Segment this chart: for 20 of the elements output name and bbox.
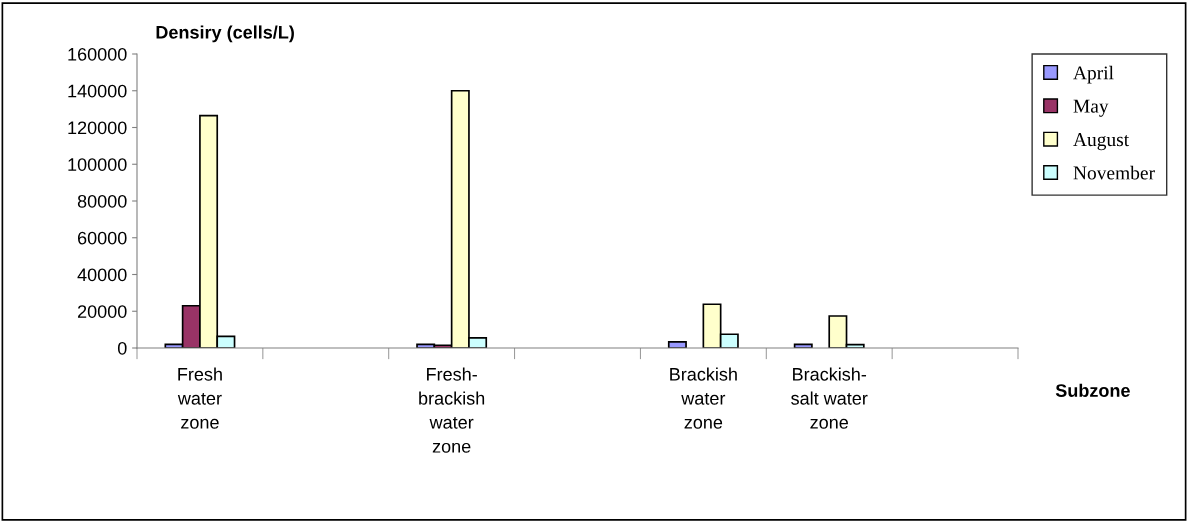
- y-tick-label: 140000: [68, 84, 127, 98]
- y-tick-label: 0: [117, 341, 127, 355]
- legend-label: November: [1073, 165, 1155, 180]
- x-tick-label: Fresh water zone: [177, 367, 222, 429]
- legend-label: May: [1073, 99, 1109, 117]
- x-tick-label: Brackish- salt water zone: [791, 367, 868, 429]
- bar: [793, 343, 813, 348]
- y-tick-label: 40000: [77, 268, 127, 282]
- legend-label: August: [1073, 133, 1130, 151]
- x-tick-label: Brackish water zone: [670, 367, 737, 429]
- y-axis-title: Densiry (cells/L): [156, 25, 294, 43]
- y-tick-label: 100000: [68, 158, 127, 171]
- y-tick-label: 160000: [68, 47, 127, 61]
- x-tick-label: Fresh- brackish water zone: [419, 367, 485, 453]
- y-tick-label: 120000: [68, 121, 127, 135]
- x-axis-title: Subzone: [1055, 383, 1130, 397]
- y-tick-label: 20000: [77, 305, 127, 318]
- y-tick-label: 80000: [77, 194, 127, 208]
- legend-label: April: [1073, 65, 1114, 84]
- y-tick-label: 60000: [77, 231, 127, 245]
